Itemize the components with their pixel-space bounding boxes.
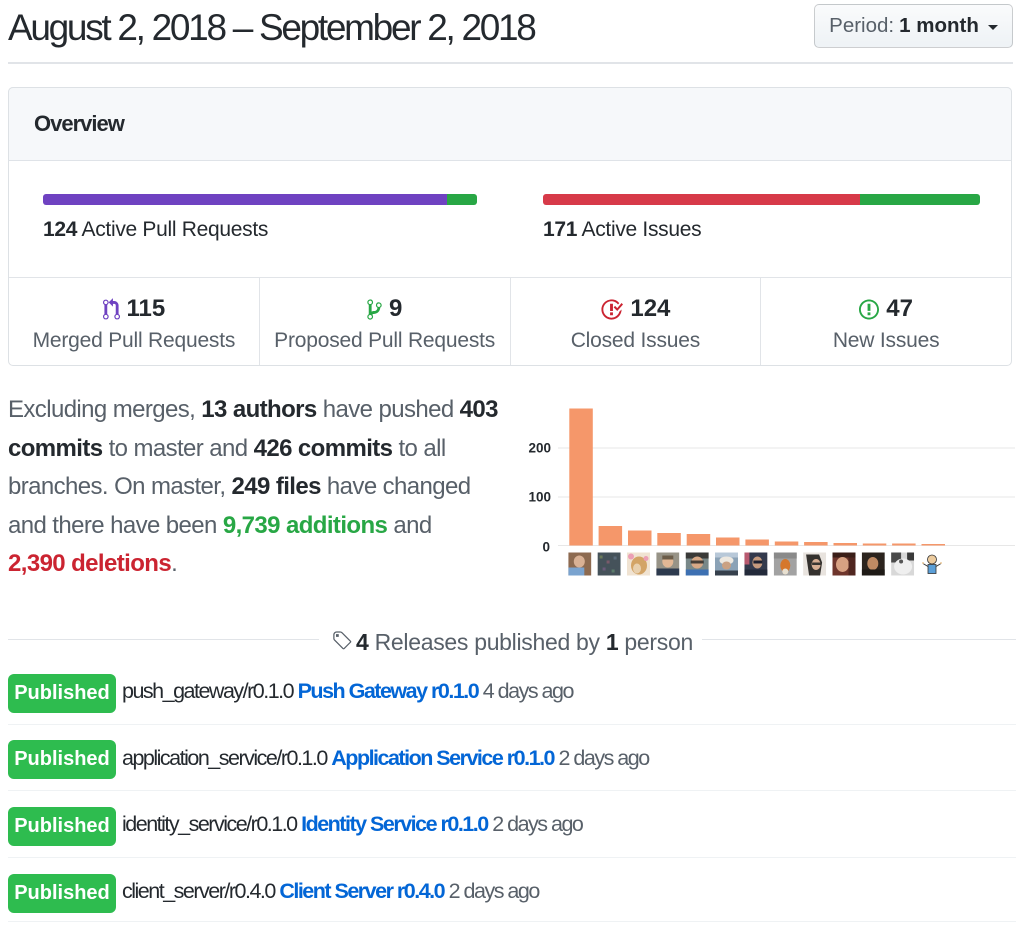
- svg-text:200: 200: [528, 441, 551, 456]
- svg-text:100: 100: [528, 490, 551, 505]
- svg-text:0: 0: [542, 540, 550, 555]
